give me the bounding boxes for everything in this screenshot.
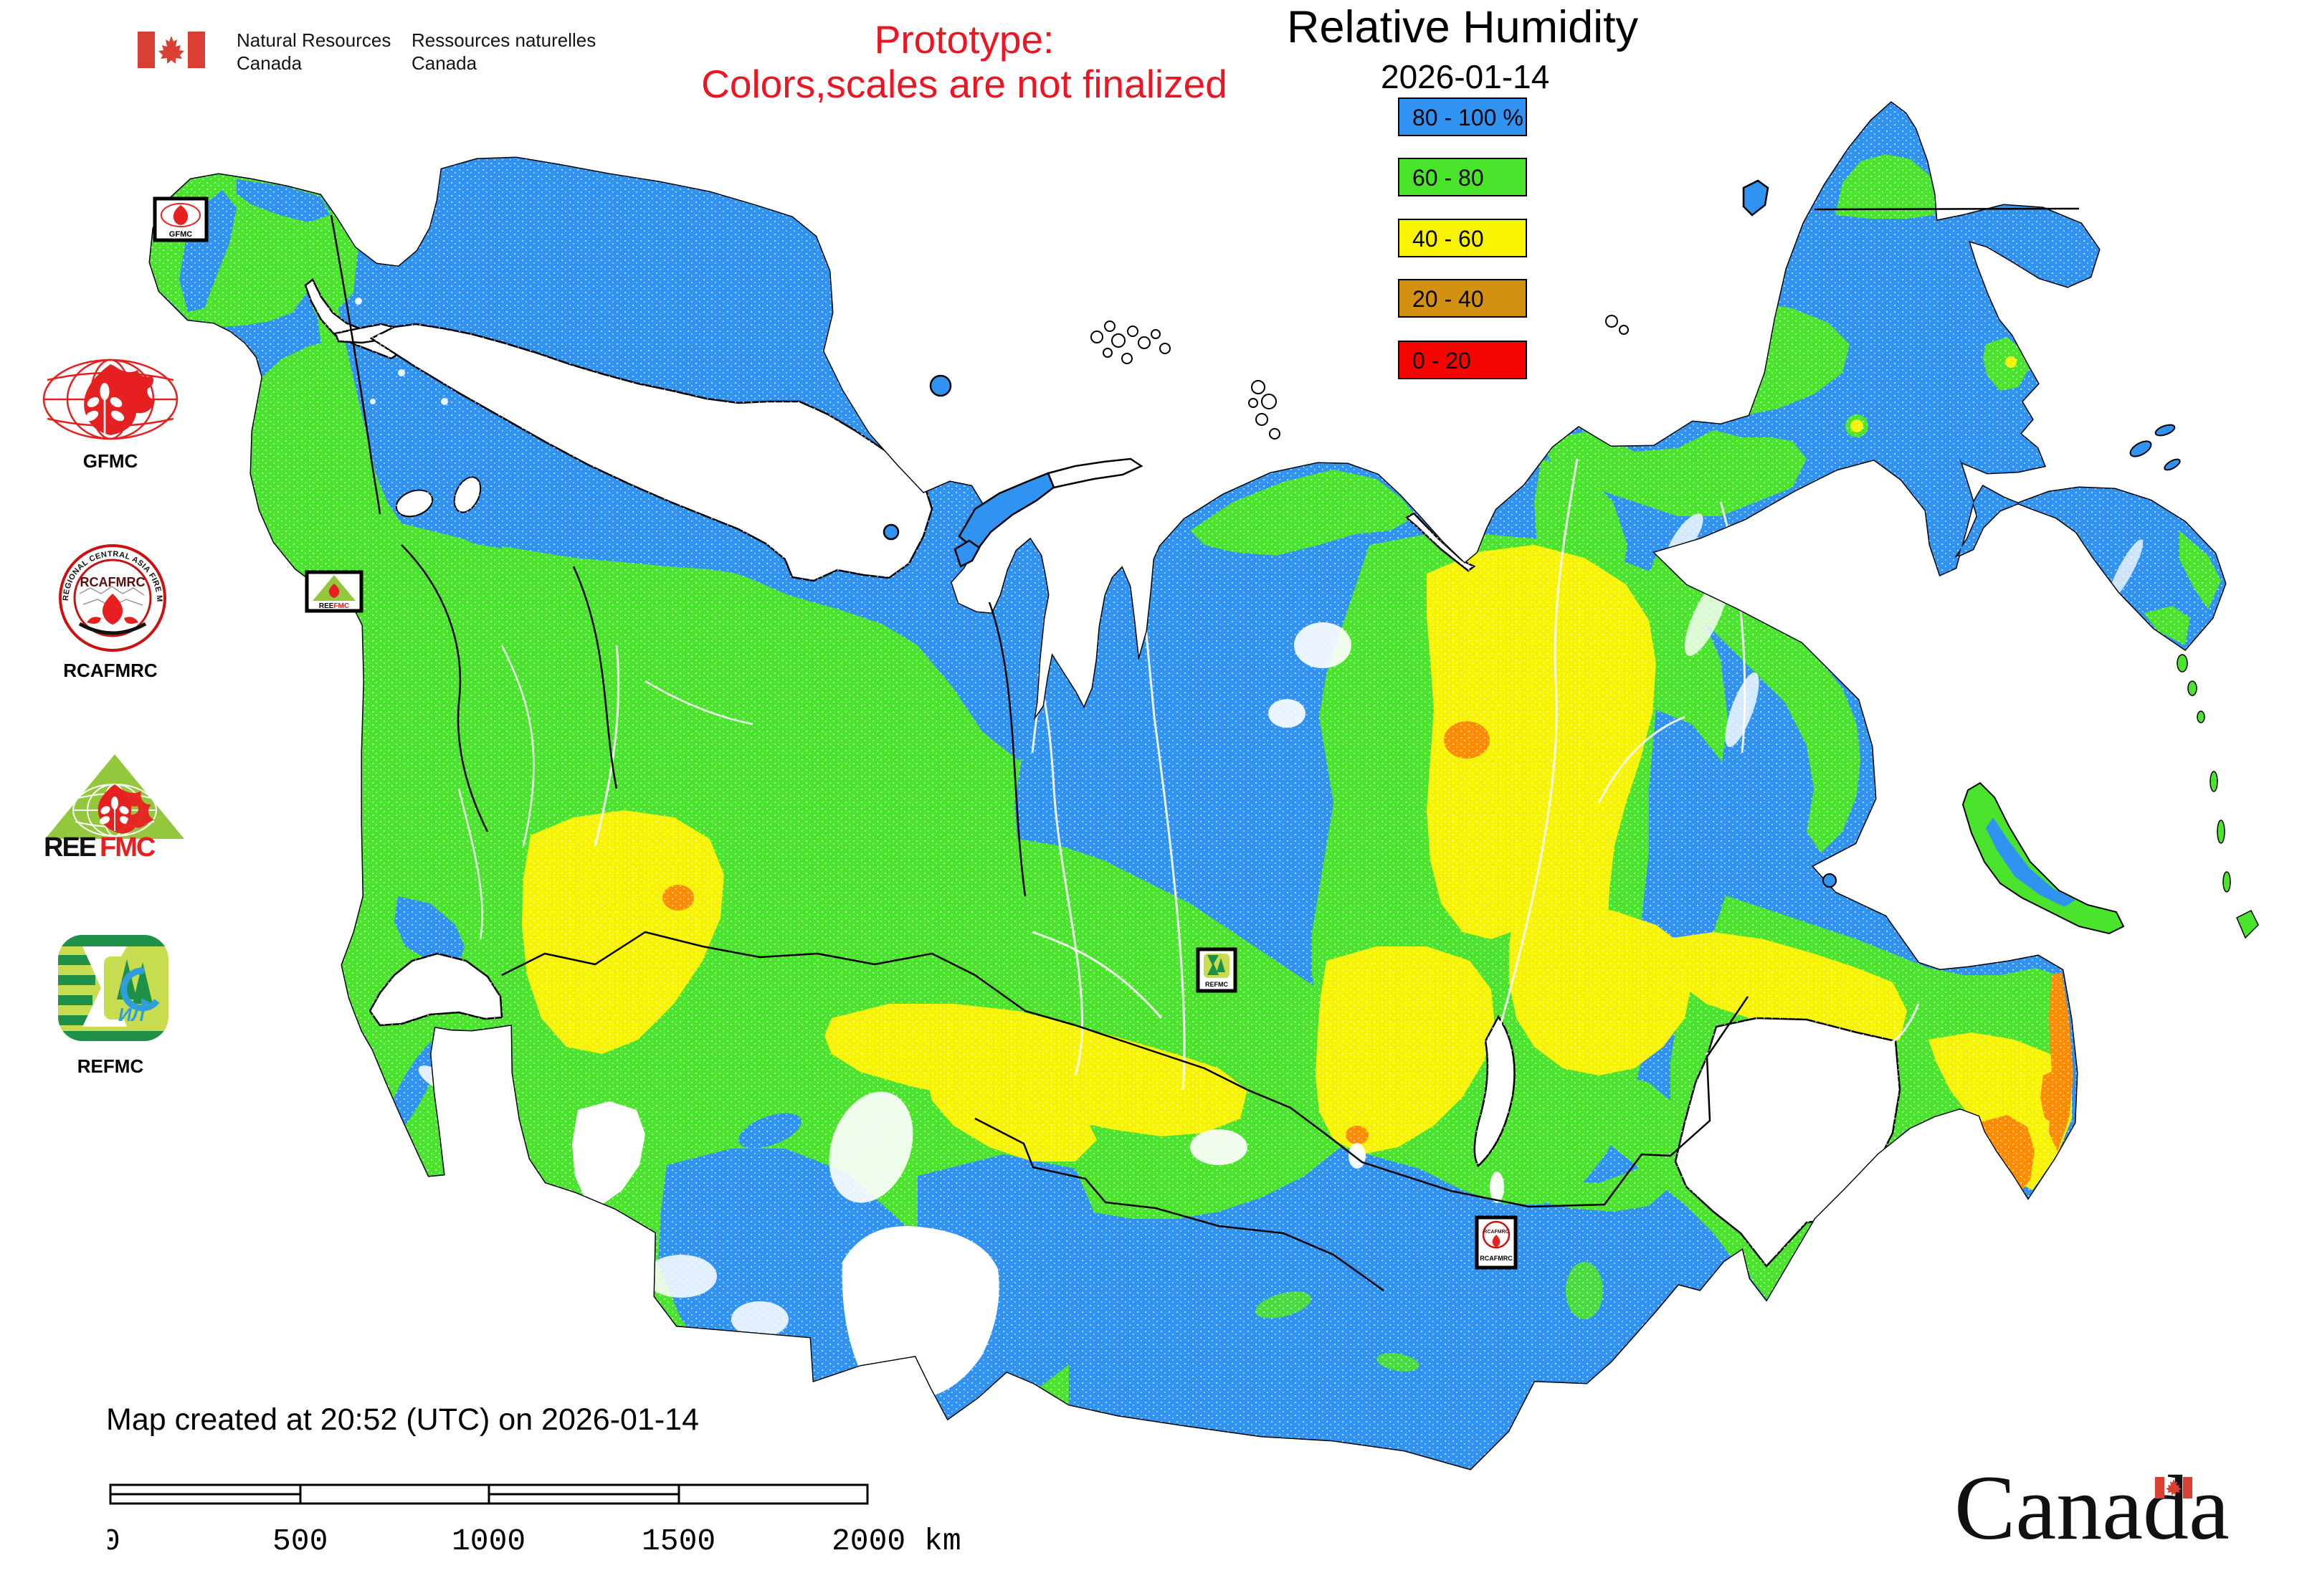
svg-text:500: 500 [272, 1524, 328, 1559]
svg-text:1000: 1000 [452, 1524, 525, 1559]
svg-text:0: 0 [108, 1524, 120, 1559]
svg-text:REE: REE [44, 832, 96, 859]
svg-text:RCAFMRC: RCAFMRC [1480, 1255, 1513, 1262]
svg-text:ИЛ: ИЛ [118, 1004, 146, 1025]
svg-text:RCAFMRC: RCAFMRC [80, 575, 146, 589]
svg-text:GFMC: GFMC [169, 230, 192, 239]
svg-text:FMC: FMC [100, 832, 156, 859]
svg-text:RCAFMRC: RCAFMRC [1483, 1230, 1508, 1235]
svg-text:2000 km: 2000 km [832, 1524, 961, 1559]
svg-text:REFMC: REFMC [1205, 981, 1228, 988]
svg-text:REEFMC: REEFMC [319, 602, 349, 610]
svg-text:1500: 1500 [642, 1524, 715, 1559]
